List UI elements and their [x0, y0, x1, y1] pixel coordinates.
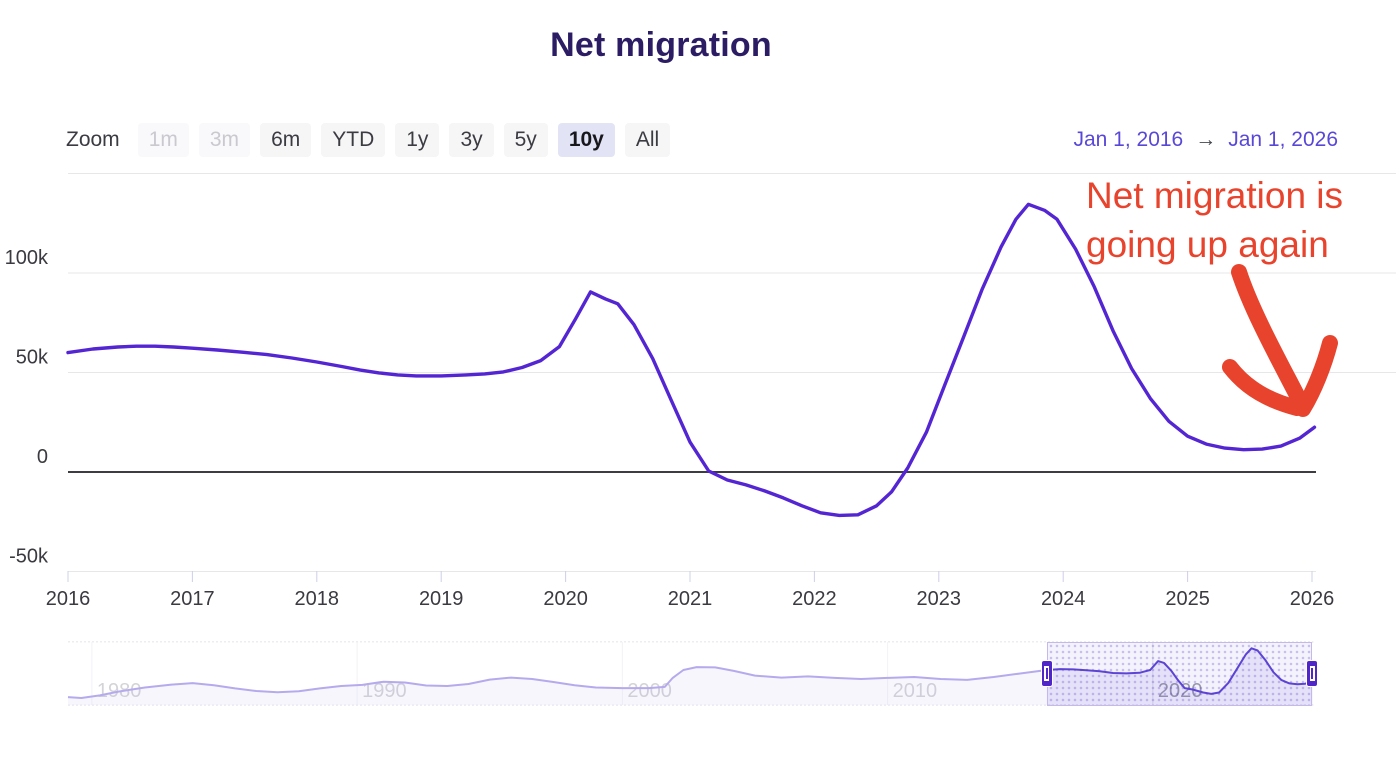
- y-axis-label: 0: [37, 446, 48, 468]
- navigator-handle-left[interactable]: [1040, 660, 1053, 687]
- x-axis-label: 2023: [917, 588, 962, 610]
- annotation-line-2: going up again: [1086, 224, 1329, 265]
- page-title: Net migration: [550, 26, 772, 64]
- main-chart[interactable]: 100k 50k 0 -50k 2016 2017 2018 2019 2020 2021 2022…: [0, 165, 1400, 620]
- x-axis-label: 2024: [1041, 588, 1086, 610]
- date-range: Jan 1, 2016 → Jan 1, 2026: [1073, 128, 1338, 152]
- net-migration-line: [66, 202, 1317, 518]
- handle-grip-icon: [1309, 666, 1315, 681]
- zoom-button-1m: 1m: [137, 123, 189, 157]
- zoom-button-group: 1m 3m 6m YTD 1y 3y 5y 10y All: [137, 123, 671, 157]
- x-axis-label: 2026: [1290, 588, 1335, 610]
- x-axis-label: 2016: [46, 588, 91, 610]
- navigator-selection[interactable]: [1046, 642, 1312, 706]
- zoom-button-6m[interactable]: 6m: [260, 123, 312, 157]
- x-axis-label: 2020: [543, 588, 588, 610]
- x-axis-label: 2017: [170, 588, 215, 610]
- handle-grip-icon: [1044, 666, 1050, 681]
- x-axis-label: 2022: [792, 588, 837, 610]
- annotation-line-1: Net migration is: [1086, 175, 1344, 216]
- y-axis-label: 100k: [5, 247, 49, 269]
- navigator-handle-right[interactable]: [1306, 660, 1318, 687]
- chart-toolbar: Zoom 1m 3m 6m YTD 1y 3y 5y 10y All Jan 1, 2016 →…: [66, 122, 1338, 158]
- zoom-label: Zoom: [66, 128, 120, 151]
- zoom-button-5y[interactable]: 5y: [503, 123, 548, 157]
- range-from-value[interactable]: Jan 1, 2016: [1073, 128, 1184, 151]
- range-arrow-icon: →: [1195, 128, 1217, 151]
- x-axis-label: 2019: [419, 588, 464, 610]
- y-axis-label: 50k: [16, 347, 49, 369]
- zoom-button-all[interactable]: All: [624, 123, 671, 157]
- zoom-button-ytd[interactable]: YTD: [321, 123, 386, 157]
- zoom-button-3m: 3m: [198, 123, 251, 157]
- navigator-decade-label: 2020: [1158, 680, 1203, 702]
- x-axis-label: 2025: [1165, 588, 1210, 610]
- x-axis-label: 2021: [668, 588, 713, 610]
- range-to-value[interactable]: Jan 1, 2026: [1228, 128, 1338, 151]
- navigator-chart[interactable]: 19801990200020102020: [0, 636, 1400, 716]
- navigator-unselected-mask: [68, 642, 1047, 705]
- annotation-text: Net migration is going up again: [1086, 171, 1400, 269]
- x-axis-label: 2018: [295, 588, 340, 610]
- hand-drawn-arrow-icon: [1222, 264, 1338, 417]
- y-axis-label: -50k: [9, 546, 49, 568]
- zoom-button-1y[interactable]: 1y: [395, 123, 440, 157]
- zoom-button-10y[interactable]: 10y: [557, 123, 615, 157]
- zoom-button-3y[interactable]: 3y: [449, 123, 494, 157]
